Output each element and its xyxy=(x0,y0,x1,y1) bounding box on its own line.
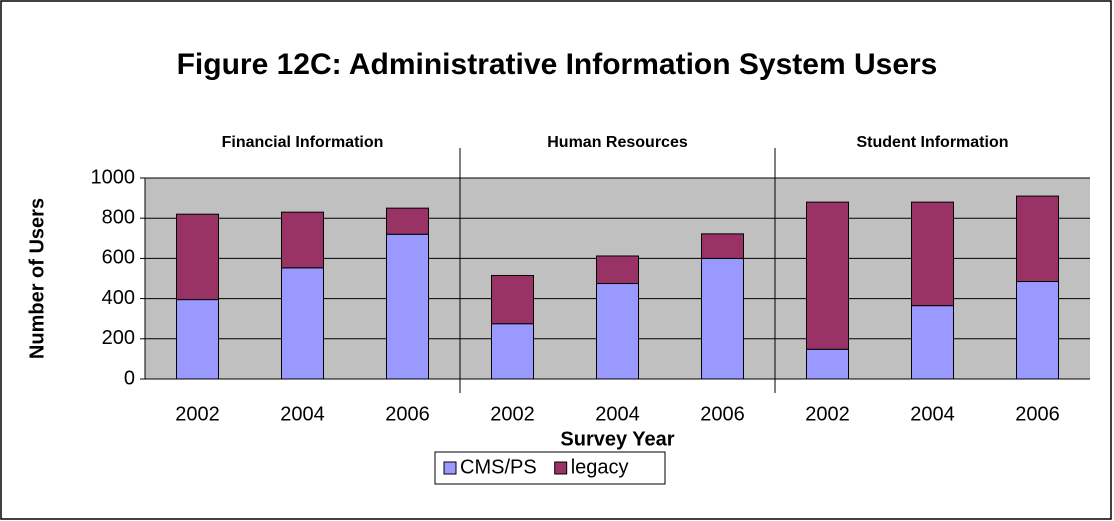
bar-segment xyxy=(806,348,849,380)
bar-segment xyxy=(806,201,849,350)
bar-segment xyxy=(596,283,639,380)
x-tick-label: 2006 xyxy=(1015,403,1060,425)
bar-segment xyxy=(386,233,429,380)
x-tick-label: 2004 xyxy=(910,403,955,425)
x-tick-label: 2002 xyxy=(805,403,850,425)
chart-title: Figure 12C: Administrative Information S… xyxy=(176,48,938,81)
legend-label: CMS/PS xyxy=(460,456,537,478)
legend-swatch xyxy=(554,461,568,475)
bar-segment xyxy=(911,305,954,380)
bar-segment xyxy=(911,201,954,307)
bar-segment xyxy=(1016,195,1059,283)
legend-label: legacy xyxy=(571,456,629,478)
y-tick-label: 0 xyxy=(124,367,135,389)
y-tick-label: 1000 xyxy=(91,166,136,188)
group-label: Financial Information xyxy=(222,134,384,151)
x-tick-label: 2006 xyxy=(385,403,430,425)
x-tick-label: 2002 xyxy=(175,403,220,425)
bar-segment xyxy=(596,255,639,285)
bar-segment xyxy=(176,299,219,380)
bar-segment xyxy=(491,323,534,380)
group-label: Student Information xyxy=(857,134,1009,151)
group-label: Human Resources xyxy=(547,134,688,151)
y-tick-label: 800 xyxy=(102,206,135,228)
x-tick-label: 2004 xyxy=(595,403,640,425)
legend-swatch xyxy=(443,461,457,475)
bar-segment xyxy=(281,267,324,380)
x-tick-label: 2006 xyxy=(700,403,745,425)
legend-box xyxy=(434,451,666,485)
bar-segment xyxy=(491,274,534,325)
bar-segment xyxy=(701,233,744,259)
y-axis-title: Number of Users xyxy=(26,198,48,359)
bar-segment xyxy=(1016,281,1059,380)
bar-segment xyxy=(386,207,429,235)
y-tick-label: 400 xyxy=(102,287,135,309)
x-tick-label: 2002 xyxy=(490,403,535,425)
bar-segment xyxy=(281,211,324,269)
y-tick-label: 200 xyxy=(102,327,135,349)
bar-segment xyxy=(701,257,744,380)
x-axis-title: Survey Year xyxy=(560,428,674,450)
x-tick-label: 2004 xyxy=(280,403,325,425)
bar-segment xyxy=(176,213,219,301)
y-tick-label: 600 xyxy=(102,247,135,269)
